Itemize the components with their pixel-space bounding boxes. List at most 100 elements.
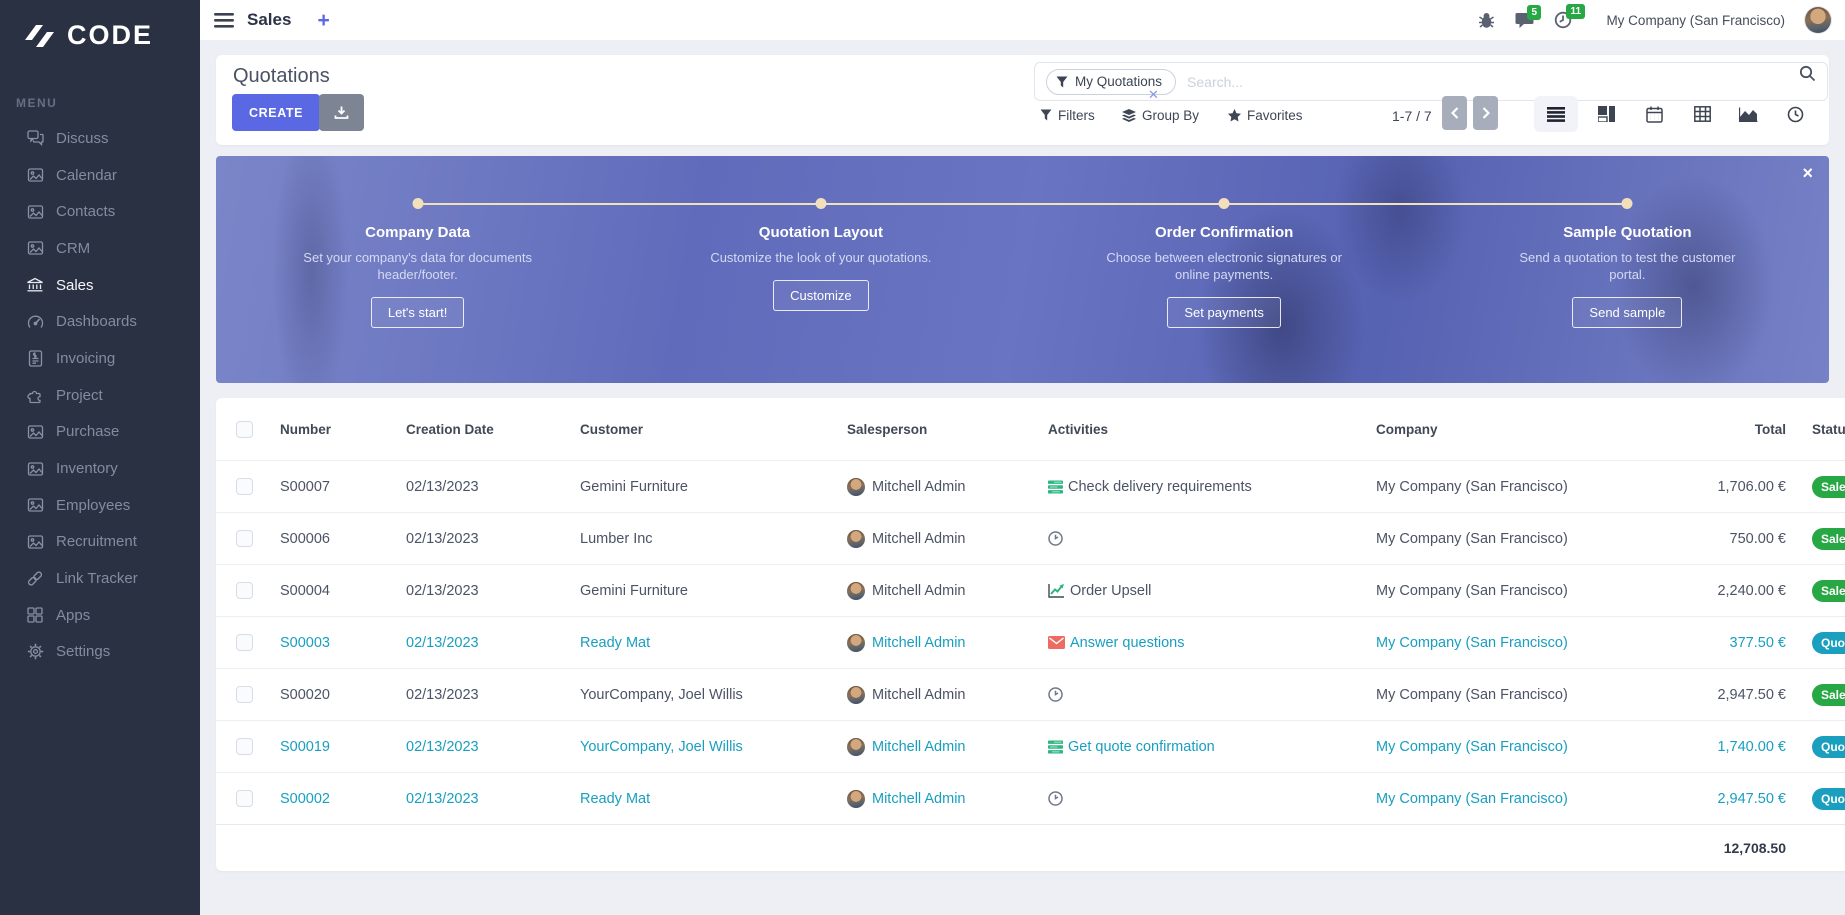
table-row[interactable]: S00007 02/13/2023 Gemini Furniture Mitch… [216, 460, 1845, 512]
sidebar-item[interactable]: Contacts [0, 193, 200, 230]
sidebar-item[interactable]: Purchase [0, 414, 200, 451]
sidebar-item[interactable]: Project [0, 377, 200, 414]
group-by-button[interactable]: Group By [1122, 107, 1199, 123]
cell-company: My Company (San Francisco) [1376, 686, 1568, 703]
facet-close-icon[interactable]: ✕ [1148, 87, 1159, 102]
step-action-button[interactable]: Let's start! [370, 296, 465, 328]
sidebar: CODE MENU Discuss Calendar Contacts CRM [0, 0, 200, 915]
cell-activities[interactable] [1038, 531, 1366, 546]
page-title: Quotations [233, 65, 330, 87]
filter-facet-my-quotations[interactable]: My Quotations [1046, 68, 1177, 95]
search-icon[interactable] [1799, 65, 1816, 82]
step-action-button[interactable]: Send sample [1572, 296, 1683, 328]
column-header-total[interactable]: Total [1754, 421, 1786, 437]
sidebar-item[interactable]: Invoicing [0, 340, 200, 377]
sidebar-item[interactable]: Recruitment [0, 524, 200, 561]
step-action-button[interactable]: Customize [773, 279, 869, 311]
company-switcher[interactable]: My Company (San Francisco) [1606, 12, 1785, 28]
row-checkbox[interactable] [236, 530, 253, 547]
cell-activities[interactable]: Answer questions [1038, 635, 1366, 651]
table-row[interactable]: S00004 02/13/2023 Gemini Furniture Mitch… [216, 564, 1845, 616]
sidebar-item[interactable]: Employees [0, 487, 200, 524]
sidebar-item[interactable]: Sales [0, 267, 200, 304]
cell-activities[interactable]: Get quote confirmation [1038, 739, 1366, 755]
salesperson-avatar [847, 737, 865, 756]
view-activity-icon[interactable] [1773, 96, 1817, 132]
cell-total: 377.50 € [1729, 634, 1786, 651]
view-list-icon[interactable] [1534, 96, 1578, 132]
imgph-icon [26, 203, 44, 221]
row-checkbox[interactable] [236, 790, 253, 807]
view-kanban-icon[interactable] [1584, 96, 1628, 132]
salesperson-name: Mitchell Admin [872, 686, 966, 703]
view-pivot-icon[interactable] [1680, 96, 1724, 132]
table-row[interactable]: S00003 02/13/2023 Ready Mat Mitchell Adm… [216, 616, 1845, 668]
row-checkbox[interactable] [236, 686, 253, 703]
column-header-salesperson[interactable]: Salesperson [847, 421, 928, 437]
hamburger-menu-icon[interactable] [214, 12, 234, 28]
activity-clock-icon[interactable]: 11 [1554, 4, 1586, 29]
column-header-customer[interactable]: Customer [580, 421, 644, 437]
table-row[interactable]: S00006 02/13/2023 Lumber Inc Mitchell Ad… [216, 512, 1845, 564]
row-checkbox[interactable] [236, 478, 253, 495]
view-calendar-icon[interactable] [1632, 96, 1676, 132]
sidebar-item[interactable]: Discuss [0, 120, 200, 157]
sidebar-item[interactable]: Dashboards [0, 303, 200, 340]
cell-activities[interactable] [1038, 791, 1366, 806]
step-title: Sample Quotation [1563, 224, 1692, 241]
chart-icon [1048, 583, 1065, 598]
onboarding-step: Order Confirmation Choose between electr… [1023, 156, 1426, 383]
sidebar-item[interactable]: Link Tracker [0, 560, 200, 597]
row-checkbox[interactable] [236, 634, 253, 651]
select-all-checkbox[interactable] [236, 420, 253, 438]
column-header-company[interactable]: Company [1376, 421, 1438, 437]
status-badge: Quotation [1812, 787, 1845, 810]
sidebar-item[interactable]: Settings [0, 634, 200, 671]
table-row[interactable]: S00002 02/13/2023 Ready Mat Mitchell Adm… [216, 772, 1845, 824]
sidebar-item[interactable]: Calendar [0, 157, 200, 194]
favorites-button[interactable]: Favorites [1228, 107, 1303, 123]
cell-activities[interactable] [1038, 687, 1366, 702]
salesperson-name: Mitchell Admin [872, 478, 966, 495]
search-bar[interactable]: My Quotations [1034, 62, 1828, 101]
sidebar-item[interactable]: Apps [0, 597, 200, 634]
add-tab-button[interactable]: + [317, 8, 330, 32]
step-description: Set your company's data for documents he… [303, 250, 532, 282]
debug-bug-icon[interactable] [1478, 12, 1495, 29]
cell-salesperson: Mitchell Admin [837, 737, 1038, 756]
cell-activities[interactable]: Order Upsell [1038, 583, 1366, 599]
filters-button[interactable]: Filters [1040, 107, 1095, 123]
view-graph-icon[interactable] [1726, 96, 1770, 132]
cell-salesperson: Mitchell Admin [837, 477, 1038, 496]
cell-salesperson: Mitchell Admin [837, 633, 1038, 652]
row-checkbox[interactable] [236, 738, 253, 755]
sidebar-item-label: Sales [56, 276, 94, 294]
cell-activities[interactable]: Check delivery requirements [1038, 479, 1366, 495]
sidebar-item[interactable]: Inventory [0, 450, 200, 487]
user-avatar[interactable] [1805, 7, 1831, 33]
column-header-creation-date[interactable]: Creation Date [406, 421, 494, 437]
messages-icon[interactable]: 5 [1515, 4, 1541, 29]
sidebar-item-label: Purchase [56, 423, 120, 441]
step-action-button[interactable]: Set payments [1167, 296, 1281, 328]
sidebar-item[interactable]: CRM [0, 230, 200, 267]
column-header-status[interactable]: Status [1812, 421, 1845, 437]
export-button[interactable] [319, 94, 364, 131]
row-checkbox[interactable] [236, 582, 253, 599]
create-button[interactable]: CREATE [232, 94, 321, 131]
pager-previous-button[interactable] [1442, 96, 1467, 130]
brand-logo[interactable]: CODE [22, 20, 153, 51]
filter-facet-label: My Quotations [1075, 74, 1163, 89]
salesperson-name: Mitchell Admin [872, 634, 966, 651]
footer-total: 12,708.50 [1723, 840, 1786, 856]
banner-close-icon[interactable]: × [1802, 163, 1813, 183]
table-row[interactable]: S00019 02/13/2023 YourCompany, Joel Will… [216, 720, 1845, 772]
link-icon [26, 570, 44, 588]
table-row[interactable]: S00020 02/13/2023 YourCompany, Joel Will… [216, 668, 1845, 720]
cell-total: 750.00 € [1729, 530, 1786, 547]
cell-number: S00004 [280, 582, 330, 599]
pager-next-button[interactable] [1473, 96, 1498, 130]
search-input[interactable] [1185, 72, 1827, 91]
column-header-activities[interactable]: Activities [1048, 421, 1109, 437]
column-header-number[interactable]: Number [280, 421, 332, 437]
